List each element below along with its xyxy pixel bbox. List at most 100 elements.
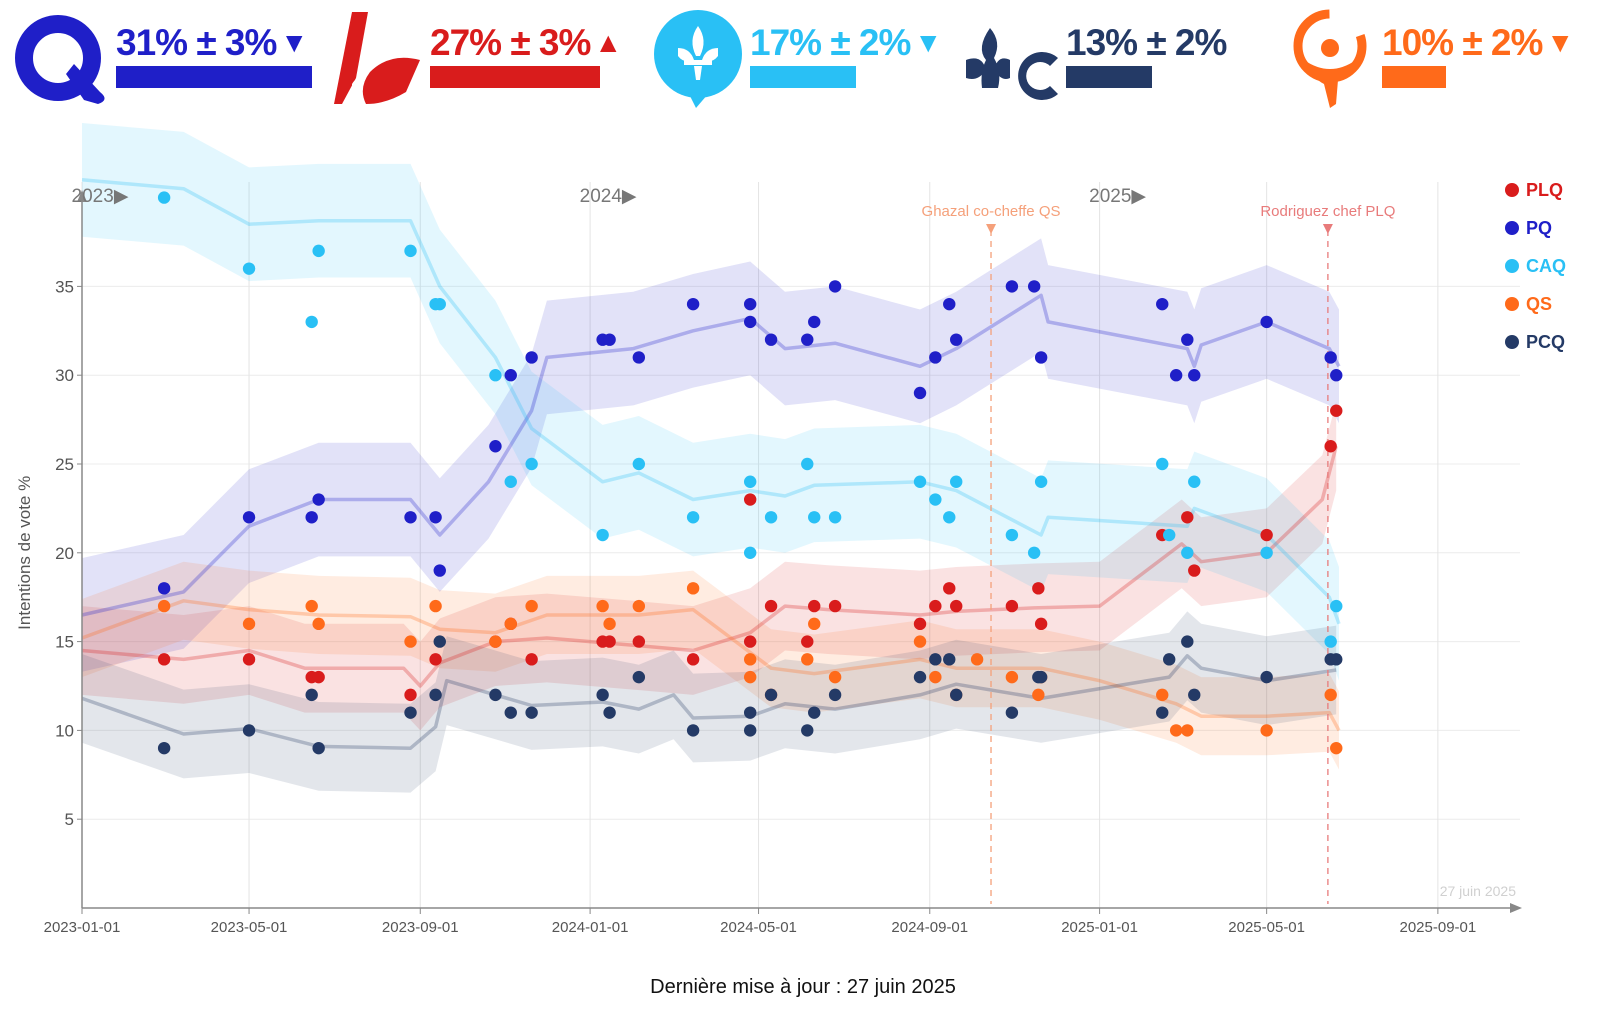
poll-point-pcq (929, 653, 942, 666)
poll-point-caq (950, 475, 963, 488)
qs-logo-icon (1290, 8, 1390, 108)
trend-line-pcq (81, 654, 1337, 750)
poll-point-pq (801, 333, 814, 346)
poll-point-plq (1005, 599, 1019, 613)
poll-point-caq (1156, 457, 1169, 471)
trend-up-icon: ▲ (594, 27, 622, 58)
poll-point-plq (1260, 528, 1273, 542)
poll-point-pcq (1181, 635, 1194, 648)
x-tick-label: 2024-05-01 (720, 919, 797, 936)
poll-point-pq (743, 297, 757, 311)
poll-point-qs (1156, 688, 1169, 702)
x-tick-label: 2024-01-01 (552, 919, 629, 936)
poll-point-plq (808, 599, 821, 613)
poll-point-pq (603, 333, 616, 346)
poll-point-caq (808, 511, 821, 524)
poll-point-pq (808, 315, 821, 329)
poll-point-pq (1181, 333, 1194, 346)
poll-point-qs (1324, 688, 1337, 702)
poll-point-pcq (632, 670, 646, 684)
poll-point-caq (312, 244, 325, 258)
poll-point-caq (404, 244, 417, 258)
poll-point-pcq (764, 688, 778, 702)
poll-point-qs (743, 653, 757, 666)
poll-point-caq (1188, 475, 1201, 488)
poll-point-pq (1324, 351, 1337, 364)
legend-marker (1505, 221, 1519, 235)
poll-point-qs (525, 599, 538, 613)
pq-logo-icon (12, 8, 112, 108)
poll-point-pq (1156, 297, 1169, 311)
plq-stat: 27% ± 3% ▲ (430, 22, 622, 63)
poll-point-pq (305, 511, 318, 524)
y-tick-label: 20 (55, 544, 74, 563)
poll-point-pcq (913, 670, 927, 684)
y-tick-label: 35 (55, 277, 74, 296)
poll-point-plq (743, 635, 757, 648)
poll-point-pq (433, 564, 446, 577)
date-watermark: 27 juin 2025 (1440, 883, 1517, 899)
poll-point-caq (1027, 546, 1041, 559)
poll-point-pcq (686, 724, 700, 737)
poll-point-caq (764, 511, 778, 524)
poll-point-pq (1330, 369, 1343, 382)
poll-point-pcq (743, 706, 757, 719)
poll-point-qs (1181, 724, 1194, 737)
poll-point-caq (1260, 546, 1273, 559)
poll-points (157, 191, 1343, 755)
poll-point-plq (828, 599, 842, 613)
poll-point-caq (929, 493, 942, 506)
x-tick-label: 2024-09-01 (891, 919, 968, 936)
poll-point-pcq (1330, 653, 1343, 666)
poll-point-qs (632, 599, 646, 613)
poll-point-pcq (801, 724, 814, 737)
legend-marker (1505, 259, 1519, 273)
poll-point-qs (1330, 741, 1343, 755)
poll-point-pq (404, 511, 417, 524)
pcq-logo-icon (962, 8, 1062, 108)
poll-point-pq (929, 351, 942, 364)
legend-label-caq: CAQ (1526, 256, 1566, 276)
poll-point-plq (603, 635, 616, 648)
poll-point-plq (1181, 511, 1194, 524)
poll-point-pq (1169, 369, 1183, 382)
poll-point-pq (1188, 369, 1201, 382)
year-marker-label: 2023▶ (72, 186, 129, 207)
poll-point-plq (429, 653, 442, 666)
poll-point-pcq (808, 706, 821, 719)
poll-point-caq (743, 546, 757, 559)
poll-point-pcq (1156, 706, 1169, 719)
poll-point-qs (828, 670, 842, 684)
poll-point-qs (913, 635, 927, 648)
poll-point-caq (489, 369, 502, 382)
poll-point-pq (764, 333, 778, 346)
legend-label-plq: PLQ (1526, 180, 1563, 200)
poll-point-qs (157, 599, 171, 613)
poll-point-caq (1163, 528, 1176, 542)
legend-marker (1505, 335, 1519, 349)
poll-point-caq (1324, 635, 1337, 648)
band-plq (82, 401, 1337, 731)
poll-point-pcq (743, 724, 757, 737)
pq-share-bar (116, 66, 312, 88)
x-tick-label: 2025-09-01 (1400, 919, 1477, 936)
poll-point-caq (828, 511, 842, 524)
poll-point-pq (489, 440, 502, 453)
trend-line-pq (81, 293, 1341, 617)
legend: PLQ PQ CAQ QS PCQ (1505, 180, 1566, 352)
poll-point-pq (1034, 351, 1048, 364)
poll-point-pq (743, 315, 757, 329)
poll-point-qs (404, 635, 417, 648)
trend-down-icon: ▼ (1546, 27, 1574, 58)
poll-point-pcq (1188, 688, 1201, 702)
y-tick-label: 25 (55, 455, 74, 474)
poll-point-qs (312, 617, 325, 631)
poll-point-qs (603, 617, 616, 631)
poll-point-qs (970, 653, 984, 666)
legend-label-pq: PQ (1526, 218, 1552, 238)
last-updated-text: Dernière mise à jour : 27 juin 2025 (650, 976, 956, 998)
poll-point-caq (525, 457, 538, 471)
poll-point-pcq (242, 724, 256, 737)
x-tick-label: 2025-05-01 (1228, 919, 1305, 936)
trend-down-icon: ▼ (280, 27, 308, 58)
